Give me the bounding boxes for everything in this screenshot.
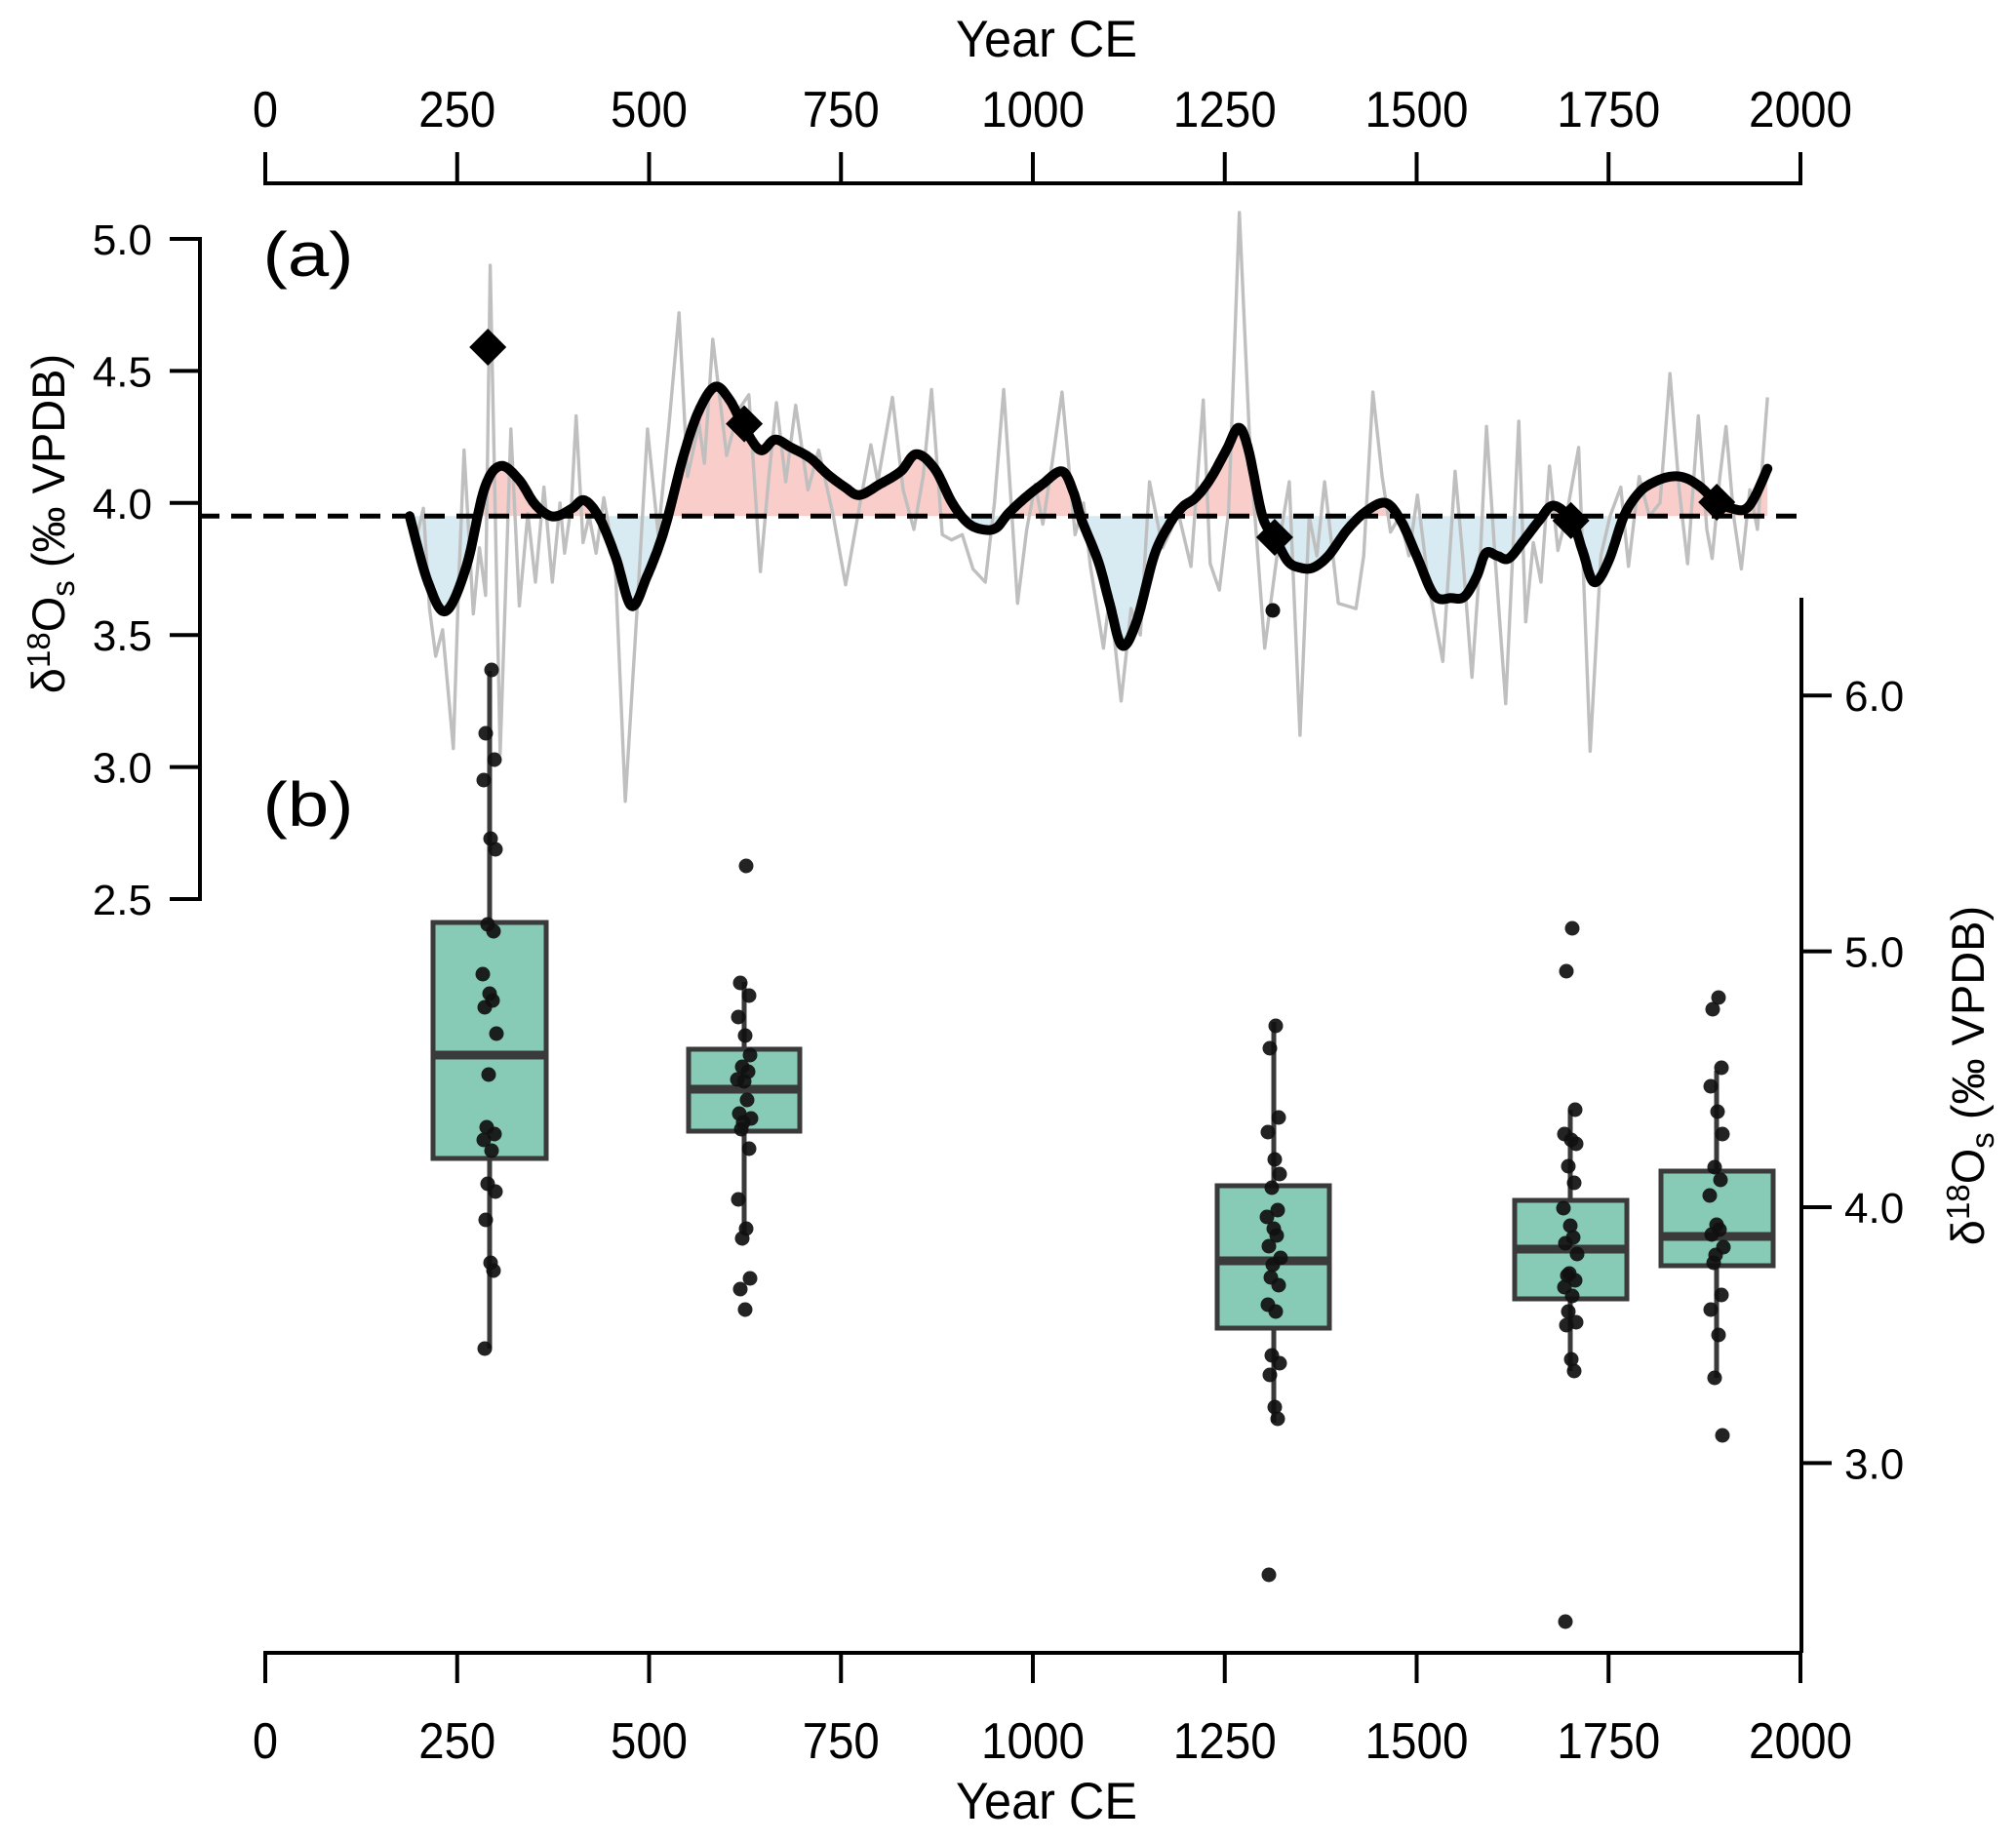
svg-text:500: 500 [611, 82, 688, 138]
svg-text:δ18Os (‰ VPDB): δ18Os (‰ VPDB) [20, 354, 81, 693]
svg-text:Year CE: Year CE [956, 1773, 1137, 1830]
svg-text:5.0: 5.0 [1844, 929, 1904, 977]
svg-text:0: 0 [253, 1713, 278, 1770]
svg-text:5.0: 5.0 [93, 216, 152, 264]
svg-text:4.0: 4.0 [1844, 1185, 1904, 1233]
svg-text:3.5: 3.5 [93, 612, 152, 660]
svg-text:(b): (b) [263, 769, 354, 840]
svg-text:(a): (a) [263, 219, 354, 290]
svg-text:4.5: 4.5 [93, 348, 152, 396]
svg-text:4.0: 4.0 [93, 481, 152, 529]
svg-text:δ18Os (‰ VPDB): δ18Os (‰ VPDB) [1940, 906, 2000, 1245]
svg-text:2000: 2000 [1749, 1713, 1852, 1770]
svg-text:1000: 1000 [981, 82, 1085, 138]
svg-text:1000: 1000 [981, 1713, 1085, 1770]
svg-text:3.0: 3.0 [93, 745, 152, 793]
svg-text:750: 750 [803, 1713, 880, 1770]
svg-text:500: 500 [611, 1713, 688, 1770]
svg-text:1750: 1750 [1557, 1713, 1660, 1770]
svg-text:250: 250 [418, 82, 495, 138]
svg-text:2.5: 2.5 [93, 877, 152, 924]
svg-text:750: 750 [803, 82, 880, 138]
svg-text:250: 250 [418, 1713, 495, 1770]
svg-text:1500: 1500 [1365, 82, 1469, 138]
svg-text:6.0: 6.0 [1844, 673, 1904, 721]
svg-text:1250: 1250 [1173, 1713, 1277, 1770]
svg-text:1250: 1250 [1173, 82, 1277, 138]
svg-text:Year CE: Year CE [956, 11, 1137, 68]
svg-text:1750: 1750 [1557, 82, 1660, 138]
svg-text:1500: 1500 [1365, 1713, 1469, 1770]
svg-text:0: 0 [253, 82, 278, 138]
svg-text:2000: 2000 [1749, 82, 1852, 138]
svg-text:3.0: 3.0 [1844, 1440, 1904, 1488]
